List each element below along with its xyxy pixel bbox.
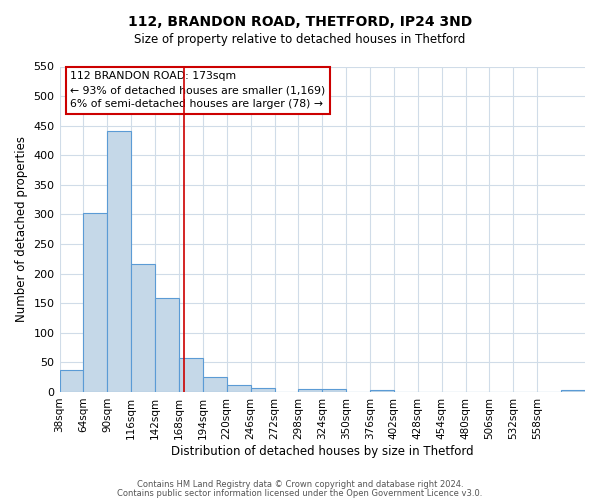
X-axis label: Distribution of detached houses by size in Thetford: Distribution of detached houses by size … xyxy=(171,444,473,458)
Bar xyxy=(107,131,131,392)
Text: 112, BRANDON ROAD, THETFORD, IP24 3ND: 112, BRANDON ROAD, THETFORD, IP24 3ND xyxy=(128,15,472,29)
Bar xyxy=(322,389,346,392)
Bar xyxy=(203,377,227,392)
Bar xyxy=(155,298,179,392)
Bar xyxy=(83,212,107,392)
Bar xyxy=(561,390,585,392)
Bar xyxy=(251,388,275,392)
Bar xyxy=(179,358,203,392)
Text: Contains public sector information licensed under the Open Government Licence v3: Contains public sector information licen… xyxy=(118,489,482,498)
Bar xyxy=(227,386,251,392)
Bar xyxy=(59,370,83,392)
Text: Size of property relative to detached houses in Thetford: Size of property relative to detached ho… xyxy=(134,32,466,46)
Y-axis label: Number of detached properties: Number of detached properties xyxy=(15,136,28,322)
Text: Contains HM Land Registry data © Crown copyright and database right 2024.: Contains HM Land Registry data © Crown c… xyxy=(137,480,463,489)
Bar xyxy=(131,264,155,392)
Bar xyxy=(298,389,322,392)
Bar xyxy=(370,390,394,392)
Text: 112 BRANDON ROAD: 173sqm
← 93% of detached houses are smaller (1,169)
6% of semi: 112 BRANDON ROAD: 173sqm ← 93% of detach… xyxy=(70,72,325,110)
